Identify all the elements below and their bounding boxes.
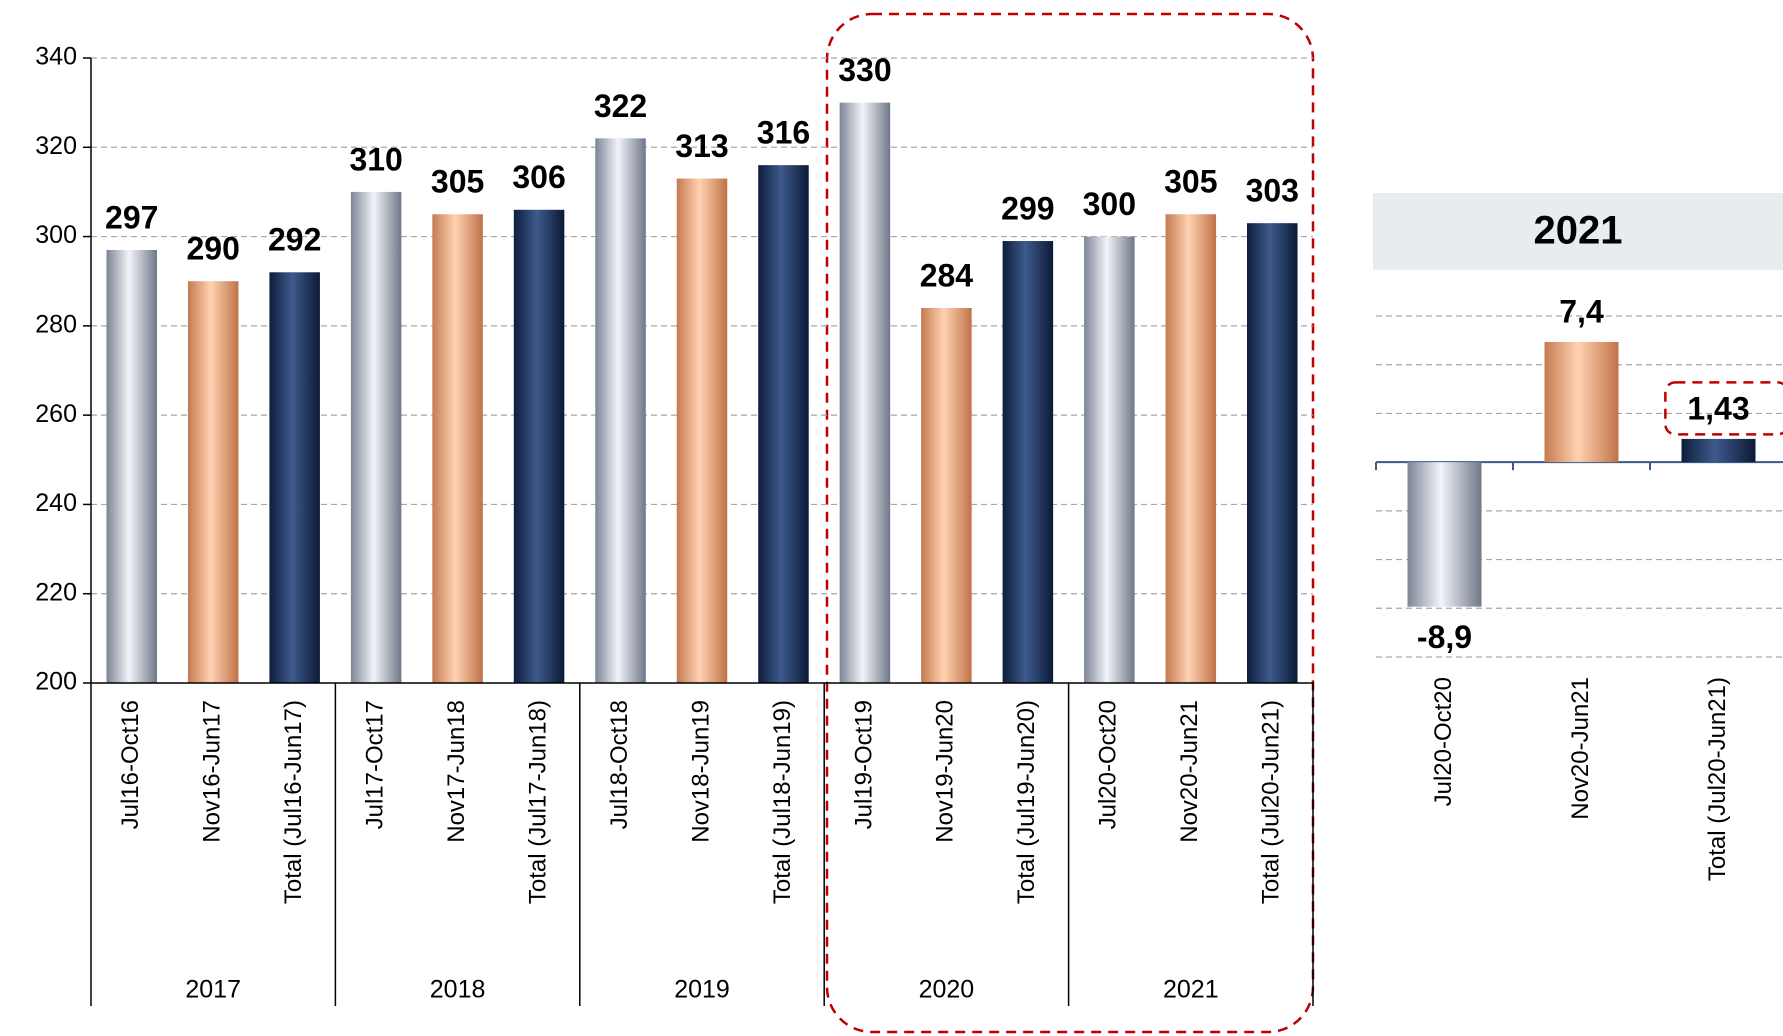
bar <box>514 210 565 683</box>
x-tick-label: Jul20-Oct20 <box>1095 700 1122 829</box>
y-tick-label: 340 <box>35 43 77 71</box>
bar <box>432 214 483 683</box>
group-label: 2020 <box>919 976 975 1004</box>
value-label: 300 <box>1083 186 1136 222</box>
x-tick-label: Total (Jul20-Jun21) <box>1258 700 1285 904</box>
bar <box>677 179 728 683</box>
value-label: 299 <box>1001 190 1054 226</box>
bar <box>106 250 157 683</box>
x-tick-label: Nov19-Jun20 <box>932 700 959 843</box>
y-tick-label: 300 <box>35 221 77 249</box>
bar <box>1247 223 1298 683</box>
bar <box>1408 462 1482 607</box>
group-label: 2018 <box>430 976 486 1004</box>
bar <box>188 281 239 683</box>
y-tick-label: 260 <box>35 400 77 428</box>
bar <box>1084 237 1135 683</box>
bar <box>351 192 402 683</box>
bar <box>921 308 972 683</box>
group-label: 2021 <box>1163 976 1219 1004</box>
x-tick-label: Jul19-Oct19 <box>850 700 877 829</box>
value-label: 313 <box>675 128 728 164</box>
y-tick-label: 220 <box>35 578 77 606</box>
x-tick-label: Jul16-Oct16 <box>117 700 144 829</box>
x-tick-label: Total (Jul20-Jun21) <box>1704 677 1731 881</box>
x-tick-label: Total (Jul19-Jun20) <box>1013 700 1040 904</box>
chart-title: 2021 <box>1534 209 1623 253</box>
y-tick-label: 320 <box>35 132 77 160</box>
x-tick-label: Jul17-Oct17 <box>361 700 388 829</box>
bar <box>1003 241 1054 683</box>
y-tick-label: 280 <box>35 310 77 338</box>
value-label: 322 <box>594 88 647 124</box>
value-label: 297 <box>105 199 158 235</box>
bar <box>269 272 320 683</box>
value-label: 305 <box>431 164 484 200</box>
bar <box>1545 342 1619 462</box>
value-label: 305 <box>1164 164 1217 200</box>
x-tick-label: Nov18-Jun19 <box>687 700 714 843</box>
bar <box>1682 439 1756 462</box>
x-tick-label: Total (Jul17-Jun18) <box>524 700 551 904</box>
x-tick-label: Nov20-Jun21 <box>1567 677 1594 820</box>
value-label: 290 <box>187 231 240 267</box>
value-label: 303 <box>1246 173 1299 209</box>
value-label: 1,43 <box>1687 390 1749 426</box>
value-label: 284 <box>920 257 974 293</box>
x-tick-label: Nov16-Jun17 <box>199 700 226 843</box>
x-tick-label: Total (Jul18-Jun19) <box>769 700 796 904</box>
value-label: 7,4 <box>1559 293 1604 329</box>
x-tick-label: Jul20-Oct20 <box>1430 677 1457 806</box>
x-tick-label: Nov20-Jun21 <box>1176 700 1203 843</box>
bar <box>840 103 891 683</box>
x-tick-label: Jul18-Oct18 <box>606 700 633 829</box>
value-label: 330 <box>838 52 891 88</box>
value-label: 306 <box>512 159 565 195</box>
bar <box>1166 214 1217 683</box>
bar <box>758 165 809 683</box>
value-label: -8,9 <box>1417 619 1472 655</box>
value-label: 310 <box>349 141 402 177</box>
group-label: 2017 <box>185 976 241 1004</box>
chart: 2021 200 220 240 260 280 300 320 340 297 Jul16-Oc… <box>0 0 1783 1036</box>
x-tick-label: Total (Jul16-Jun17) <box>280 700 307 904</box>
value-label: 316 <box>757 115 810 151</box>
value-label: 292 <box>268 222 321 258</box>
bar <box>595 138 646 683</box>
x-tick-label: Nov17-Jun18 <box>443 700 470 843</box>
group-label: 2019 <box>674 976 730 1004</box>
highlight-box <box>827 14 1313 1032</box>
y-tick-label: 200 <box>35 668 77 696</box>
y-tick-label: 240 <box>35 489 77 517</box>
